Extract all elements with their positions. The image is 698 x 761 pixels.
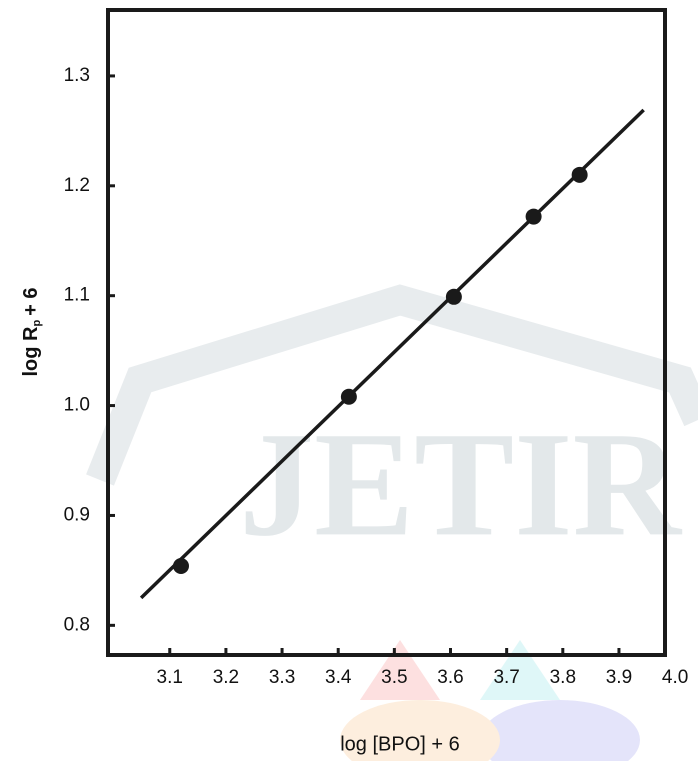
y-title-main: log R (20, 326, 42, 377)
y-axis-title: log Rp + 6 (20, 287, 43, 376)
x-tick-label: 3.2 (213, 667, 239, 688)
x-tick-label: 3.3 (269, 667, 295, 688)
x-tick-label: 3.5 (381, 667, 407, 688)
x-tick-label: 3.1 (157, 667, 183, 688)
data-point (525, 208, 542, 225)
x-tick-label: 3.4 (325, 667, 352, 688)
y-title-suffix: + 6 (20, 287, 42, 315)
x-tick-label: 3.6 (437, 667, 463, 688)
y-tick-label: 0.8 (64, 614, 90, 635)
x-tick-label: 3.9 (606, 667, 632, 688)
watermark: JETIR (239, 401, 682, 567)
y-tick-label: 1.1 (64, 285, 90, 306)
x-tick-label: 3.7 (493, 667, 519, 688)
data-point (571, 166, 588, 183)
x-tick-label: 3.8 (550, 667, 576, 688)
data-point (445, 288, 462, 305)
watermark-art (86, 284, 698, 761)
data-point (172, 557, 189, 574)
y-title-sub: p (31, 320, 43, 327)
plot-frame (106, 8, 667, 657)
x-tick-label: 4.0 (662, 667, 688, 688)
y-tick-label: 0.9 (64, 504, 90, 525)
x-axis-title: log [BPO] + 6 (340, 733, 460, 755)
fit-line (139, 108, 645, 600)
y-tick-label: 1.0 (64, 395, 90, 416)
y-tick-label: 1.3 (64, 65, 90, 86)
data-point (340, 388, 357, 405)
y-tick-label: 1.2 (64, 175, 90, 196)
